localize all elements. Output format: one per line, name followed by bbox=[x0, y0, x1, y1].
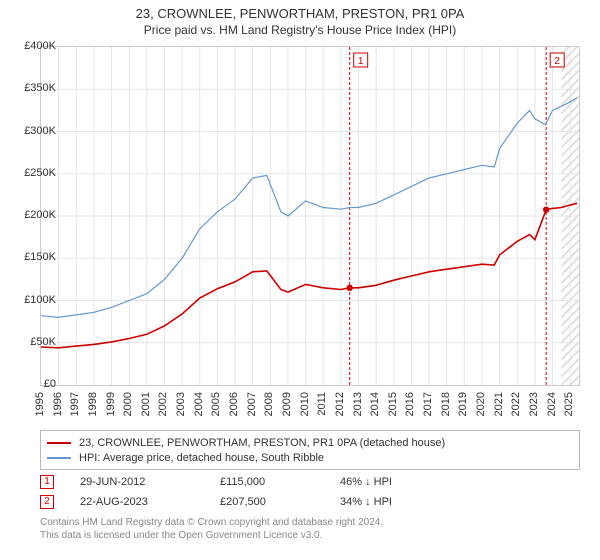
x-tick-label: 1997 bbox=[69, 392, 81, 416]
x-tick-label: 2014 bbox=[369, 392, 381, 416]
x-tick-label: 2018 bbox=[440, 392, 452, 416]
x-tick-label: 2019 bbox=[457, 392, 469, 416]
y-tick-label: £300K bbox=[6, 125, 56, 137]
x-tick-label: 2009 bbox=[281, 392, 293, 416]
sale-price: £207,500 bbox=[220, 496, 340, 508]
legend-label: 23, CROWNLEE, PENWORTHAM, PRESTON, PR1 0… bbox=[79, 437, 445, 449]
y-tick-label: £350K bbox=[6, 82, 56, 94]
x-tick-label: 2013 bbox=[352, 392, 364, 416]
x-tick-label: 2006 bbox=[228, 392, 240, 416]
y-tick-label: £200K bbox=[6, 209, 56, 221]
x-tick-label: 2016 bbox=[404, 392, 416, 416]
x-tick-label: 2025 bbox=[563, 392, 575, 416]
y-tick-label: £100K bbox=[6, 294, 56, 306]
y-tick-label: £400K bbox=[6, 40, 56, 52]
legend-label: HPI: Average price, detached house, Sout… bbox=[79, 452, 324, 464]
price-chart: 12 bbox=[40, 46, 580, 386]
x-tick-label: 2017 bbox=[422, 392, 434, 416]
sales-table: 1 29-JUN-2012 £115,000 46% ↓ HPI 2 22-AU… bbox=[40, 472, 580, 512]
y-tick-label: £250K bbox=[6, 167, 56, 179]
table-row: 1 29-JUN-2012 £115,000 46% ↓ HPI bbox=[40, 472, 580, 492]
legend-item: 23, CROWNLEE, PENWORTHAM, PRESTON, PR1 0… bbox=[47, 435, 573, 450]
x-tick-label: 1996 bbox=[52, 392, 64, 416]
x-tick-label: 2012 bbox=[334, 392, 346, 416]
y-tick-label: £150K bbox=[6, 251, 56, 263]
sale-date: 29-JUN-2012 bbox=[80, 476, 220, 488]
sale-marker-icon: 2 bbox=[40, 495, 54, 509]
table-row: 2 22-AUG-2023 £207,500 34% ↓ HPI bbox=[40, 492, 580, 512]
x-tick-label: 2011 bbox=[316, 392, 328, 416]
svg-text:2: 2 bbox=[554, 56, 560, 67]
x-tick-label: 2008 bbox=[263, 392, 275, 416]
footer-line: Contains HM Land Registry data © Crown c… bbox=[40, 516, 580, 529]
x-tick-label: 2015 bbox=[387, 392, 399, 416]
legend: 23, CROWNLEE, PENWORTHAM, PRESTON, PR1 0… bbox=[40, 430, 580, 470]
sale-date: 22-AUG-2023 bbox=[80, 496, 220, 508]
x-tick-label: 2010 bbox=[299, 392, 311, 416]
footer-line: This data is licensed under the Open Gov… bbox=[40, 529, 580, 542]
chart-titles: 23, CROWNLEE, PENWORTHAM, PRESTON, PR1 0… bbox=[0, 0, 600, 37]
sale-delta: 34% ↓ HPI bbox=[340, 496, 440, 508]
x-tick-label: 1995 bbox=[34, 392, 46, 416]
x-tick-label: 2001 bbox=[140, 392, 152, 416]
x-tick-label: 2024 bbox=[546, 392, 558, 416]
x-tick-label: 2023 bbox=[528, 392, 540, 416]
x-tick-label: 2020 bbox=[475, 392, 487, 416]
y-tick-label: £50K bbox=[6, 336, 56, 348]
x-tick-label: 2007 bbox=[246, 392, 258, 416]
legend-swatch bbox=[47, 442, 71, 444]
sale-marker-icon: 1 bbox=[40, 475, 54, 489]
x-tick-label: 2002 bbox=[157, 392, 169, 416]
x-tick-label: 1999 bbox=[105, 392, 117, 416]
chart-subtitle: Price paid vs. HM Land Registry's House … bbox=[0, 23, 600, 37]
footer: Contains HM Land Registry data © Crown c… bbox=[40, 516, 580, 542]
x-tick-label: 1998 bbox=[87, 392, 99, 416]
x-tick-label: 2003 bbox=[175, 392, 187, 416]
x-tick-label: 2005 bbox=[210, 392, 222, 416]
x-tick-label: 2022 bbox=[510, 392, 522, 416]
x-tick-label: 2021 bbox=[493, 392, 505, 416]
chart-title: 23, CROWNLEE, PENWORTHAM, PRESTON, PR1 0… bbox=[0, 6, 600, 21]
legend-item: HPI: Average price, detached house, Sout… bbox=[47, 450, 573, 465]
y-tick-label: £0 bbox=[6, 378, 56, 390]
x-tick-label: 2004 bbox=[193, 392, 205, 416]
svg-text:1: 1 bbox=[358, 56, 364, 67]
legend-swatch bbox=[47, 457, 71, 459]
sale-delta: 46% ↓ HPI bbox=[340, 476, 440, 488]
x-tick-label: 2000 bbox=[122, 392, 134, 416]
chart-canvas: 12 bbox=[41, 47, 579, 385]
sale-price: £115,000 bbox=[220, 476, 340, 488]
